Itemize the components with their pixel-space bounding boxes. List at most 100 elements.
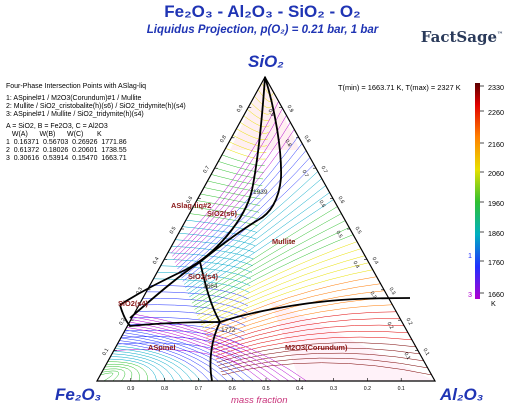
isotherm-line [172, 108, 283, 257]
isotherm-line [197, 241, 358, 316]
isotherm-line [142, 298, 248, 313]
boundary-aspinel-top [119, 304, 221, 327]
tick-label-left: 0.5 [169, 226, 178, 235]
isotherm-line [214, 167, 264, 180]
isotherm-line [232, 135, 268, 147]
isotherm-line [113, 350, 184, 381]
isotherm-line [173, 115, 287, 260]
field-corundum: M2O3(Corundum) [285, 343, 348, 352]
intersection-info: Four-Phase Intersection Points with ASla… [6, 83, 186, 163]
boundary-mullite-top [257, 76, 282, 221]
isotherm-line [220, 357, 428, 373]
tick-label-inner: 0.3 [368, 291, 377, 300]
tick-label-bottom: 0.5 [262, 386, 269, 392]
info-row-3: 3 0.30616 0.53914 0.15470 1663.71 [6, 155, 127, 162]
isotherm-line [112, 353, 175, 381]
tick-label-inner: 0.9 [266, 108, 275, 117]
tick-label-left: 0.1 [102, 347, 111, 356]
colorbar-tick-2060: 2060 [488, 169, 504, 178]
isotherm-line [123, 332, 246, 381]
tick-label-right: 0.1 [421, 347, 430, 356]
isotherm-line [133, 313, 307, 381]
info-columns: W(A) W(B) W(C) K [6, 131, 102, 138]
field-sio2-s6: SiO2(s6) [207, 209, 238, 218]
isotherm-line [185, 219, 257, 233]
isotherm-line [101, 370, 120, 381]
isotherm-line [125, 329, 254, 381]
tick-label-bottom: 0.1 [398, 386, 405, 392]
isotherm-line [193, 206, 259, 220]
isotherm-contours [100, 82, 432, 381]
tick-label-bottom: 0.2 [364, 386, 371, 392]
isotherm-line [257, 89, 273, 102]
colorbar-tick-2330: 2330 [488, 83, 504, 92]
temperature-range: T(min) = 1663.71 K, T(max) = 2327 K [338, 83, 461, 92]
tick-label-bottom: 0.8 [161, 386, 168, 392]
tick-label-right: 0.4 [370, 256, 379, 265]
tick-label-inner: 0.8 [283, 139, 292, 148]
tick-label-right: 0.5 [353, 226, 362, 235]
isotherm-line [214, 330, 409, 357]
info-components: A = SiO2, B = Fe2O3, C = Al2O3 [6, 123, 108, 130]
colorbar-tick-2160: 2160 [488, 140, 504, 149]
isotherm-line [171, 245, 254, 260]
isotherm-line [250, 102, 272, 115]
tick-label-bottom: 0.4 [296, 386, 303, 392]
colorbar-marker-1: 1 [468, 251, 472, 260]
isotherm-line [120, 336, 243, 353]
tick-label-bottom: 0.7 [195, 386, 202, 392]
tick-label-bottom: 0.9 [127, 386, 134, 392]
colorbar-marker-3: 3 [468, 290, 472, 299]
isotherm-line [208, 304, 393, 344]
isotherm-line [175, 239, 255, 253]
isotherm-line [176, 129, 295, 266]
isotherm-line [104, 366, 133, 381]
isotherm-line [187, 192, 330, 295]
isotherm-line [107, 361, 149, 381]
info-row-1: 1 0.16371 0.56703 0.26926 1771.86 [6, 139, 127, 146]
isotherm-line [132, 316, 298, 381]
tick-label-left: 0.9 [236, 104, 245, 113]
isotherm-line [200, 193, 260, 206]
colorbar-tick-2260: 2260 [488, 108, 504, 117]
isotherm-line [206, 290, 385, 338]
logo-text: FactSage [420, 28, 497, 46]
isotherm-line [204, 283, 381, 335]
tick-label-inner: 0.7 [300, 169, 309, 178]
contour-label-1664: 1664 [203, 283, 218, 290]
colorbar-tick-1660: 1660 [488, 290, 504, 299]
isotherm-line [207, 180, 262, 193]
tick-label-left: 0.8 [219, 135, 228, 144]
isotherm-line [216, 342, 416, 363]
isotherm-line [129, 321, 281, 381]
boundary-aspinel-corundum [209, 321, 221, 382]
info-row-2: 2 0.61372 0.18026 0.20601 1738.55 [6, 147, 127, 154]
boundary-mullite-corundum [199, 261, 411, 324]
isotherm-line [195, 234, 354, 313]
isotherm-line [194, 227, 350, 310]
contour-label-1939: 1939 [253, 189, 268, 196]
isotherm-line [179, 150, 307, 276]
colorbar-tick-1860: 1860 [488, 229, 504, 238]
isotherm-line [120, 337, 228, 381]
info-point-2: 2: Mullite / SiO2_cristobalite(h)(s6) / … [6, 103, 186, 110]
isotherm-line [200, 262, 369, 326]
diagram-title: Fe₂O₃ - Al₂O₃ - SiO₂ - O₂ [164, 2, 361, 21]
isotherm-line [218, 347, 420, 366]
isotherm-line [215, 336, 413, 360]
phase-boundaries [119, 76, 411, 382]
info-point-1: 1: ASpinel#1 / M2O3(Corundum)#1 / Mullit… [6, 95, 142, 102]
info-point-3: 3: ASpinel#1 / Mullite / SiO2_tridymite(… [6, 111, 144, 118]
isotherm-line [114, 348, 193, 381]
tick-label-right: 0.6 [336, 195, 345, 204]
ternary-ticks: 0.9 0.1 0.9 0.1 0.8 0.2 0.8 0.2 0.7 0.3 0.7 0.3 0.6 0… [102, 104, 431, 392]
isotherm-line [110, 356, 166, 381]
isotherm-line [126, 327, 263, 381]
isotherm-line [164, 259, 252, 273]
tick-label-right: 0.9 [285, 104, 294, 113]
isotherm-line [229, 141, 267, 153]
tick-label-left: 0.6 [186, 195, 195, 204]
isotherm-line [106, 363, 140, 381]
colorbar-unit: K [491, 299, 496, 308]
colorbar-tick-1760: 1760 [488, 258, 504, 267]
